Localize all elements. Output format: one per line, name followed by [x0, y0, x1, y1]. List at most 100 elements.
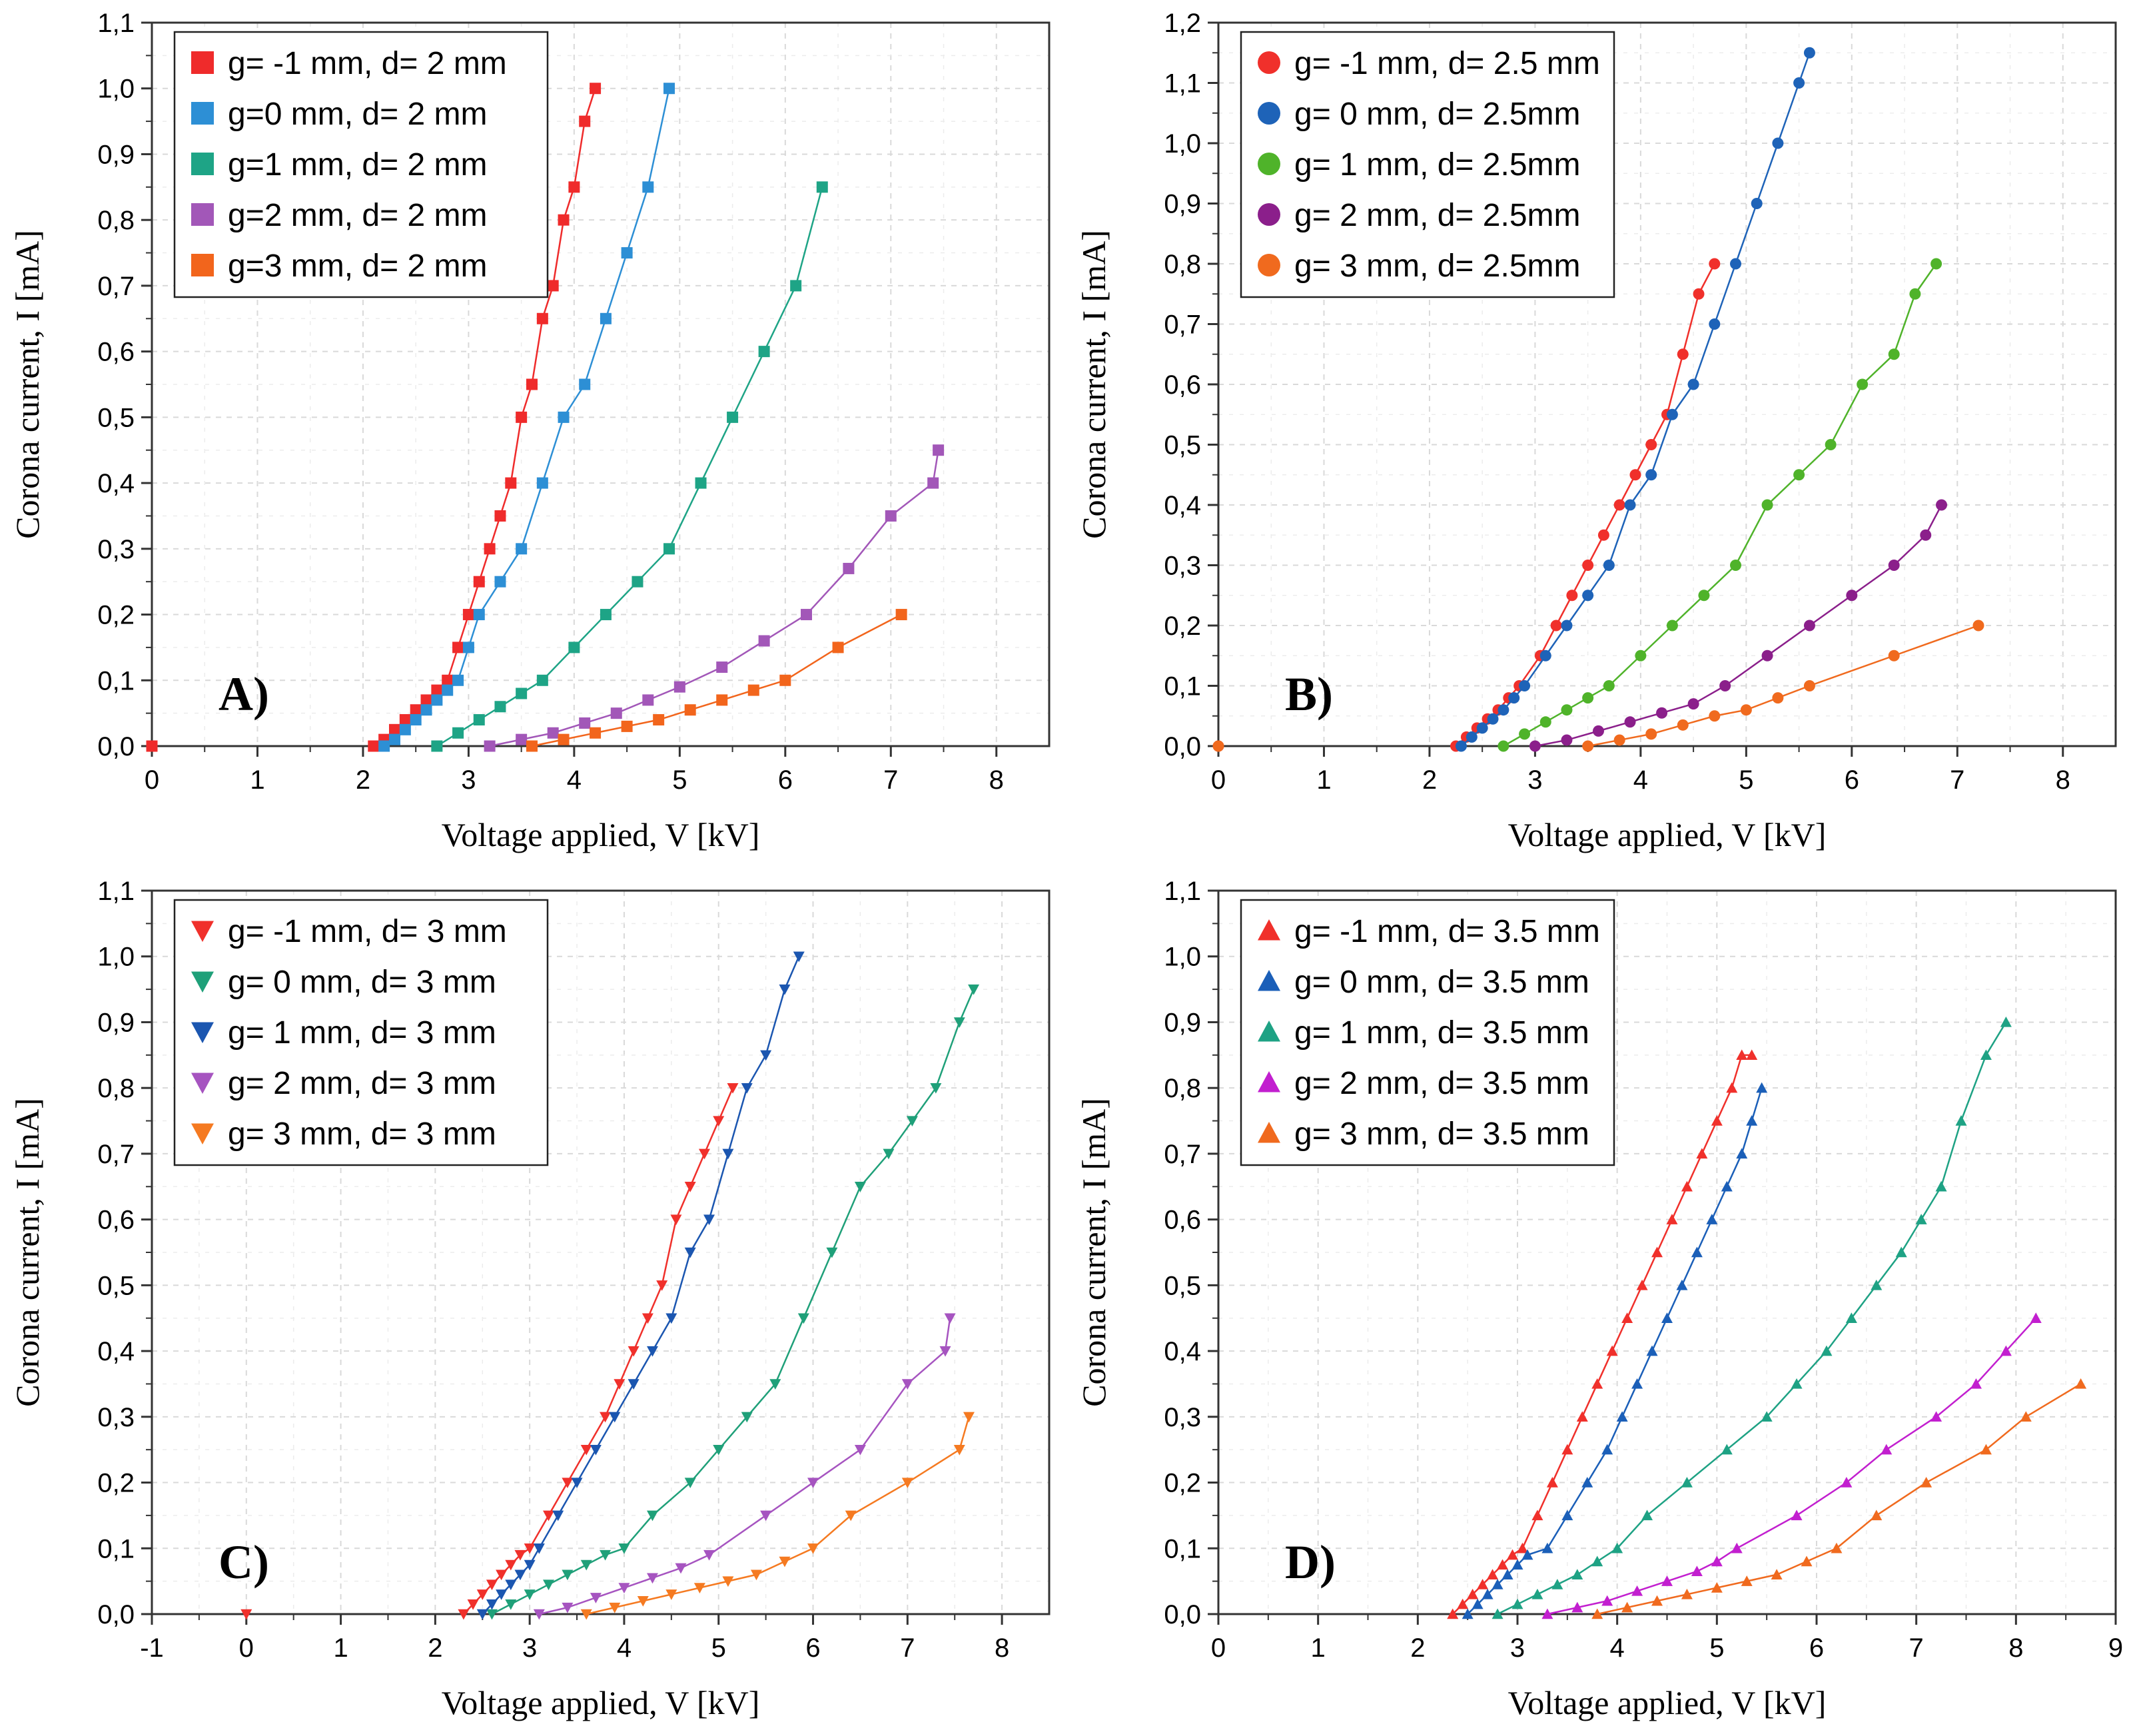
data-point [1466, 731, 1478, 743]
data-point [939, 1346, 951, 1357]
data-point [420, 704, 432, 716]
legend-box [1240, 899, 1615, 1166]
y-tick-label: 0,8 [97, 1074, 135, 1103]
y-tick-label: 0,3 [97, 535, 135, 564]
legend-label: g= 2 mm, d= 2.5mm [1294, 198, 1581, 233]
data-point [1477, 1579, 1489, 1589]
y-tick-label: 1,1 [1164, 877, 1201, 906]
x-axis-title: Voltage applied, V [kV] [442, 816, 760, 853]
data-point [1711, 1115, 1723, 1126]
data-point [1616, 1411, 1628, 1422]
data-point [452, 727, 464, 739]
data-point [1676, 1279, 1688, 1290]
data-point [1539, 716, 1551, 728]
y-tick-label: 0,8 [97, 206, 135, 235]
data-point [1497, 704, 1509, 716]
data-point [1845, 1312, 1857, 1323]
data-point [1624, 499, 1636, 511]
legend-marker [191, 921, 214, 942]
data-point [1871, 1279, 1883, 1290]
y-tick-label: 0,7 [1164, 1140, 1201, 1169]
y-axis-title: Corona current, I [mA] [9, 230, 46, 539]
series-g-2-mm-d-2-mm [484, 444, 945, 752]
data-point [1651, 1246, 1663, 1258]
data-point [568, 181, 580, 193]
data-point [1930, 258, 1942, 270]
data-point [1601, 1595, 1613, 1606]
data-point [1803, 680, 1815, 691]
legend-label: g= -1 mm, d= 3.5 mm [1294, 914, 1600, 949]
data-point [1482, 1588, 1493, 1599]
data-point [713, 1116, 725, 1127]
series-g-0-mm-d-2-5mm [1455, 47, 1815, 752]
data-point [580, 1444, 592, 1456]
data-point [1539, 650, 1551, 661]
ticks: 0 1 2 3 4 5 6 7 8 0,0 0,1 0,2 0,3 0,4 0,5 0,6 0,7 0,8 0,9 1… [1164, 9, 2070, 795]
data-point [1895, 1246, 1907, 1258]
y-tick-label: 1,0 [1164, 129, 1201, 159]
x-tick-label: 1 [1311, 1633, 1326, 1663]
data-point [790, 280, 802, 292]
data-point [628, 1346, 640, 1357]
x-tick-label: 2 [1422, 765, 1437, 795]
data-point [476, 1609, 488, 1620]
data-point [1516, 1542, 1528, 1553]
data-point [1741, 1575, 1753, 1586]
x-tick-label: 3 [1510, 1633, 1525, 1663]
data-point [883, 1148, 895, 1160]
data-point [579, 717, 591, 729]
data-point [646, 1573, 658, 1584]
data-point [1771, 1569, 1783, 1579]
x-tick-label: 0 [239, 1633, 254, 1663]
x-tick-label: 7 [883, 765, 898, 795]
data-point [378, 740, 390, 752]
series-g-1-mm-d-3-mm [476, 951, 805, 1620]
data-point [533, 1543, 545, 1554]
legend-label: g= 1 mm, d= 2.5mm [1294, 147, 1581, 183]
data-point [1508, 692, 1520, 704]
data-point [1825, 439, 1837, 450]
data-point [713, 1444, 725, 1456]
legend-label: g=1 mm, d= 2 mm [228, 147, 487, 183]
data-point [656, 1280, 668, 1291]
y-tick-label: 1,2 [1164, 9, 1201, 38]
data-point [571, 1478, 583, 1489]
legend-marker [191, 102, 214, 125]
panel-label: D) [1285, 1535, 1336, 1589]
series-g-0-mm-d-3-mm [486, 984, 980, 1620]
data-point [580, 1609, 592, 1620]
y-tick-label: 1,1 [1164, 69, 1201, 99]
x-tick-label: 7 [1950, 765, 1964, 795]
series-g-3-mm-d-3-5-mm [1591, 1378, 2087, 1619]
data-point [1730, 560, 1742, 571]
data-point [632, 576, 643, 588]
data-point [1613, 499, 1625, 511]
data-point [1603, 680, 1615, 691]
data-point [1677, 719, 1689, 731]
data-point [1591, 1378, 1603, 1389]
data-point [1691, 1565, 1703, 1577]
data-point [1980, 1444, 1992, 1455]
data-point [484, 740, 496, 752]
data-point [642, 694, 654, 706]
legend: g= -1 mm, d= 2 mm g=0 mm, d= 2 mm g=1 mm, … [173, 31, 549, 298]
data-point [562, 1602, 574, 1613]
data-point [1935, 1180, 1947, 1192]
data-point [807, 1543, 819, 1554]
data-point [476, 1589, 488, 1600]
data-point [1621, 1312, 1633, 1323]
data-point [558, 214, 570, 226]
x-tick-label: 6 [805, 1633, 820, 1663]
data-point [1487, 1569, 1499, 1579]
data-point [388, 723, 400, 735]
legend: g= -1 mm, d= 3.5 mm g= 0 mm, d= 3.5 mm g= … [1240, 899, 1615, 1166]
data-point [1611, 1542, 1623, 1553]
x-tick-label: 1 [1316, 765, 1331, 795]
y-axis-title: Corona current, I [mA] [1075, 1098, 1112, 1407]
data-point [663, 83, 675, 95]
data-point [807, 1478, 819, 1489]
data-point [473, 609, 485, 621]
data-point [769, 1379, 781, 1390]
data-point [1709, 318, 1721, 330]
data-point [420, 694, 432, 706]
